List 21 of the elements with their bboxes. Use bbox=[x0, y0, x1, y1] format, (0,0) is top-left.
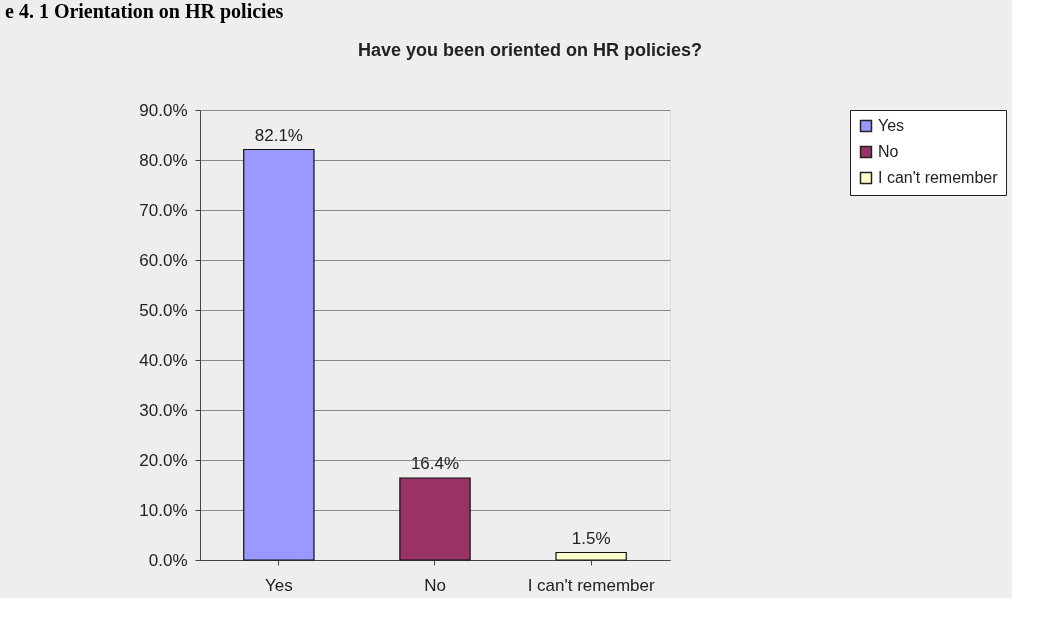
y-tick-label: 90.0% bbox=[139, 100, 188, 120]
y-tick-label: 20.0% bbox=[139, 450, 188, 470]
chart-title: Have you been oriented on HR policies? bbox=[357, 40, 703, 60]
y-tick-label: 60.0% bbox=[139, 250, 188, 270]
x-tick-label: No bbox=[424, 575, 446, 595]
y-tick-label: 30.0% bbox=[139, 400, 188, 420]
x-tick-label: Yes bbox=[264, 575, 293, 595]
x-tick-label: I can't remember bbox=[527, 575, 655, 595]
y-tick-label: 10.0% bbox=[139, 500, 188, 520]
y-tick-label: 40.0% bbox=[139, 350, 188, 370]
data-label: 82.1% bbox=[254, 125, 303, 145]
y-tick-label: 0.0% bbox=[148, 550, 188, 570]
y-tick-label: 50.0% bbox=[139, 300, 188, 320]
y-tick-label: 80.0% bbox=[139, 150, 188, 170]
text: e 4. 1 Orientation on HR policies bbox=[5, 0, 284, 23]
legend-label: No bbox=[878, 143, 899, 160]
data-label: 16.4% bbox=[410, 454, 460, 473]
data-label: 1.5% bbox=[571, 528, 611, 548]
legend-label: Yes bbox=[878, 117, 905, 134]
y-tick-label: 70.0% bbox=[139, 200, 188, 220]
legend-label: I can't remember bbox=[878, 169, 999, 186]
